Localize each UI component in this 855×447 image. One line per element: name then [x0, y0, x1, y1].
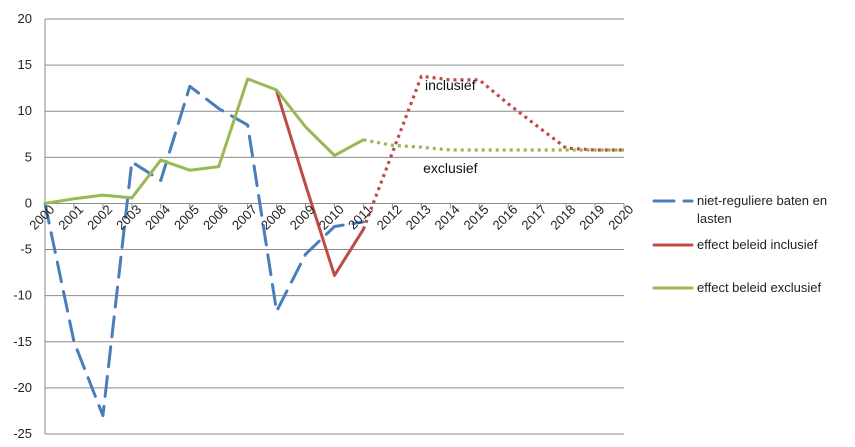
x-tick-label: 2003: [113, 202, 144, 233]
x-tick-label: 2001: [55, 202, 86, 233]
y-tick-label: 10: [18, 103, 32, 118]
x-tick-label: 2006: [200, 202, 231, 233]
y-tick-label: -15: [13, 334, 32, 349]
y-tick-labels: 20 15 10 5 0 -5 -10 -15 -20 -25: [13, 11, 32, 441]
legend-label: effect beleid exclusief: [697, 280, 821, 295]
legend-label: effect beleid inclusief: [697, 237, 818, 252]
series-lines: [43, 74, 624, 418]
x-tick-label: 2020: [605, 202, 636, 233]
series-line-3: [43, 77, 365, 205]
x-tick-label: 2012: [374, 202, 405, 233]
x-tick-label: 2004: [142, 202, 173, 233]
legend: niet-reguliere baten en lasten effect bele…: [652, 193, 827, 295]
x-tick-label: 2002: [84, 202, 115, 233]
series-line-0: [43, 84, 365, 418]
x-tick-label: 2018: [547, 202, 578, 233]
x-tick-label: 2019: [576, 202, 607, 233]
y-tick-label: 15: [18, 57, 32, 72]
x-tick-label: 2007: [229, 202, 260, 233]
y-tick-label: -20: [13, 380, 32, 395]
x-tick-label: 2017: [518, 202, 549, 233]
annotation-label: inclusief: [425, 77, 476, 93]
series-line-2: [361, 74, 624, 230]
y-tick-label: -10: [13, 288, 32, 303]
annotation-label: exclusief: [423, 160, 478, 176]
y-tick-label: 20: [18, 11, 32, 26]
legend-label: lasten: [697, 211, 732, 226]
legend-label: niet-reguliere baten en: [697, 193, 827, 208]
x-tick-label: 2005: [171, 202, 202, 233]
annotations: inclusief exclusief: [423, 77, 478, 176]
series-line-1: [275, 89, 365, 277]
y-tick-label: 5: [25, 149, 32, 164]
x-tick-label: 2013: [403, 202, 434, 233]
y-tick-label: -5: [20, 242, 32, 257]
series-line-4: [363, 138, 624, 152]
x-tick-label: 2014: [432, 202, 463, 233]
x-tick-label: 2008: [258, 202, 289, 233]
x-tick-label: 2015: [461, 202, 492, 233]
y-tick-label: 0: [25, 195, 32, 210]
x-tick-label: 2016: [489, 202, 520, 233]
y-tick-label: -25: [13, 426, 32, 441]
